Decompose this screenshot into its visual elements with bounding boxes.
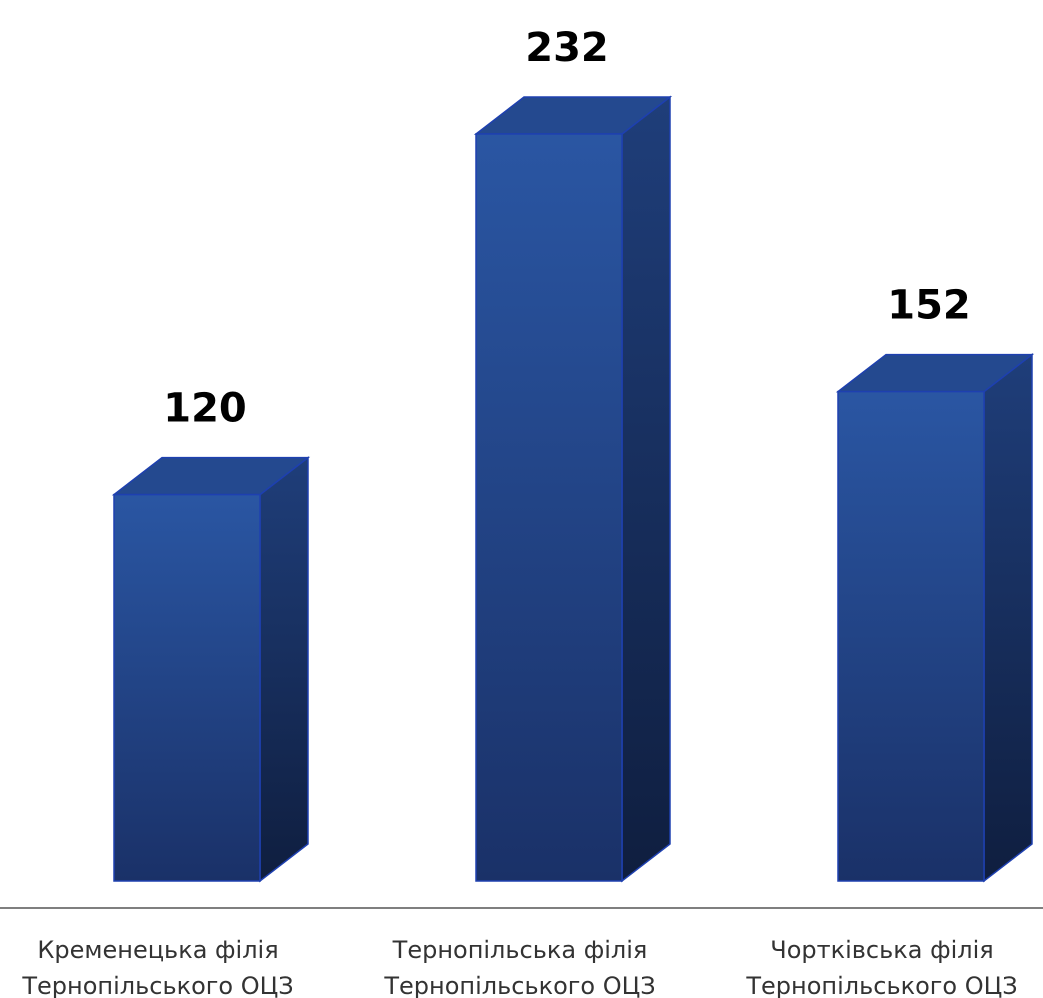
data-label-3: 152 [887, 283, 971, 329]
bar-1 [111, 456, 311, 883]
category-label-2-line-1: Тернопільська філія [392, 936, 648, 964]
bar-3 [835, 353, 1035, 883]
bar-side-face [621, 95, 671, 883]
category-label-1-line-2: Тернопільського ОЦЗ [21, 972, 293, 998]
bar-2 [473, 95, 673, 883]
category-label-1-line-1: Кременецька філія [37, 936, 278, 964]
bar-side-face [259, 456, 309, 883]
category-label-3-line-2: Тернопільського ОЦЗ [745, 972, 1017, 998]
bar-front-face [475, 133, 623, 882]
bar-front-face [113, 493, 261, 882]
category-label-2-line-2: Тернопільського ОЦЗ [383, 972, 655, 998]
bars-group [111, 95, 1035, 883]
data-label-1: 120 [163, 386, 247, 432]
category-label-3-line-1: Чортківська філія [770, 936, 993, 964]
bar-side-face [983, 353, 1033, 883]
category-labels-group: Кременецька філія Тернопільського ОЦЗ Терн… [21, 936, 1017, 998]
data-labels-group: 120 232 152 [163, 25, 971, 432]
bar-front-face [837, 390, 985, 882]
data-label-2: 232 [525, 25, 609, 71]
